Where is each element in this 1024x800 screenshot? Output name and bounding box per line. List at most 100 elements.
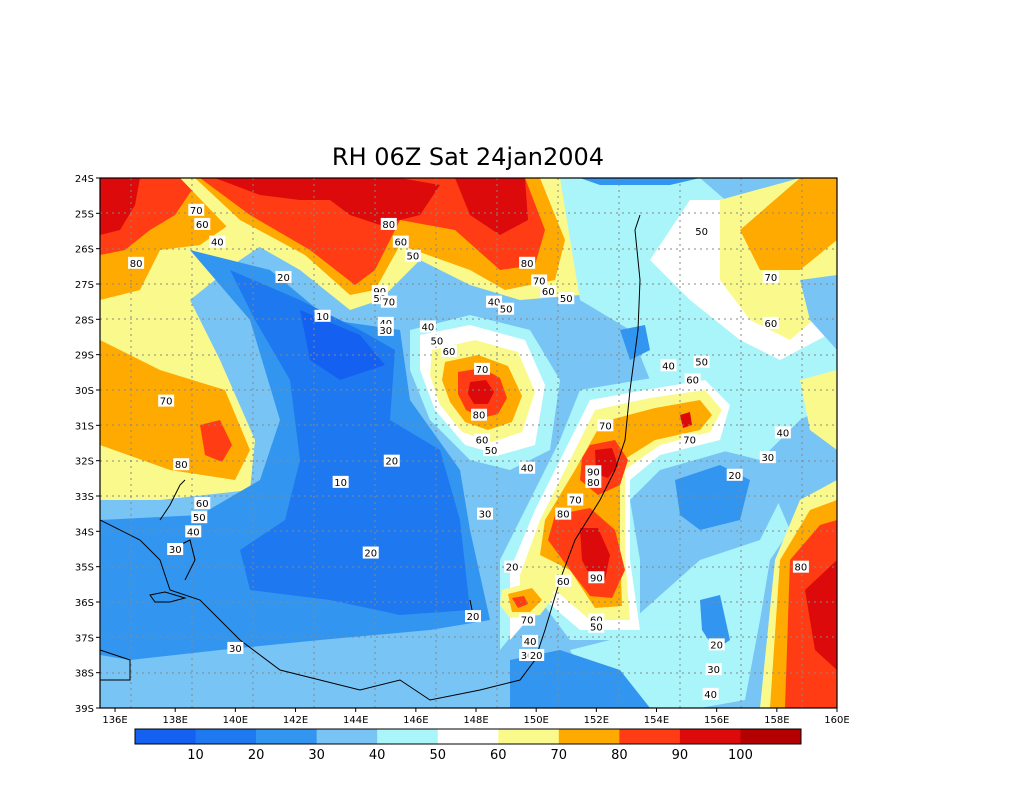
coastline (100, 214, 641, 701)
lon-tick-label: 152E (584, 715, 609, 726)
contour-label: 30 (759, 451, 776, 464)
contour-label: 70 (597, 419, 614, 432)
contour-label-text: 40 (521, 464, 534, 475)
contour-label-text: 30 (229, 644, 242, 655)
contour-label-bg (392, 235, 409, 248)
contour-label-bg (555, 507, 572, 520)
contour-label: 20 (726, 468, 743, 482)
contour-label-bg (383, 454, 400, 467)
contour-label-bg (519, 613, 536, 626)
contour-label-bg (693, 225, 710, 237)
lon-grid-lines (130, 178, 803, 708)
lat-tick-label: 27S (75, 280, 94, 291)
contour-label-bg (558, 292, 575, 305)
colorbar-label: 70 (551, 748, 568, 763)
contour-label: 50 (191, 511, 208, 524)
colorbar-label: 40 (369, 748, 386, 763)
contour-label: 10 (314, 309, 331, 323)
contour-label: 70 (567, 493, 584, 507)
contour-label-text: 50 (193, 513, 206, 524)
contour-label: 50 (498, 302, 515, 316)
contour-label: 50 (693, 225, 710, 238)
contour-label-text: 20 (364, 549, 377, 560)
lat-tick-label: 33S (75, 492, 94, 503)
colorbar: 10 20 30 40 50 60 70 80 90 100 (134, 728, 802, 763)
fill-ne-blue (580, 178, 700, 185)
contour-label-bg (660, 359, 677, 372)
contour-label-text: 70 (533, 276, 546, 287)
contour-label: 60 (194, 497, 211, 510)
contour-label: 50 (588, 620, 605, 634)
colorbar-swatch-b10 (195, 729, 257, 744)
contour-label-bg (380, 217, 397, 230)
contour-label-bg (128, 256, 145, 269)
fill-west-80b (200, 420, 232, 462)
contour-label-text: 50 (431, 337, 444, 348)
fill-east-20b (700, 595, 730, 650)
contour-label-text: 50 (485, 446, 498, 457)
contour-label: 10 (332, 475, 349, 489)
contour-labels: 7060408020108060509050704030405060708060… (128, 203, 809, 701)
contour-label-bg (528, 649, 545, 661)
contour-label-text: 40 (422, 322, 435, 333)
contour-label-text: 70 (476, 365, 489, 376)
colorbar-label: 20 (248, 748, 265, 763)
lon-tick-labels: 136E 138E 140E 142E 144E 146E 148E 150E 152E 154E… (102, 708, 850, 726)
blob-c-90 (468, 380, 494, 404)
lon-tick-label: 154E (644, 715, 669, 726)
contour-label-text: 20 (728, 471, 741, 482)
contour-label-bg (519, 461, 536, 474)
colorbar-label: 80 (611, 748, 628, 763)
blob-e-90c (680, 412, 692, 428)
contour-label-text: 50 (373, 294, 386, 305)
colorbar-label: 30 (308, 748, 325, 763)
contour-label: 60 (762, 316, 779, 330)
contour-label-text: 60 (196, 220, 209, 231)
contour-label: 70 (762, 270, 779, 284)
contour-label-text: 80 (130, 259, 143, 270)
contour-label-text: 50 (590, 623, 603, 634)
contour-label-bg (693, 355, 710, 368)
lat-tick-label: 39S (75, 704, 94, 715)
lat-tick-label: 35S (75, 563, 94, 574)
contour-label-text: 40 (704, 690, 717, 701)
contour-label-text: 60 (443, 347, 456, 358)
contour-label: 60 (440, 345, 457, 358)
contour-label-bg (762, 270, 779, 283)
contour-label-bg (726, 468, 743, 481)
fill-central-10 (230, 270, 470, 615)
contour-label: 70 (158, 394, 175, 408)
colorbar-label: 60 (490, 748, 507, 763)
colorbar-swatch-b20 (256, 729, 318, 744)
contour-label-bg (380, 295, 397, 308)
fill-se-90 (805, 560, 837, 670)
fill-south-30 (205, 640, 500, 708)
lon-tick-label: 138E (163, 715, 188, 726)
contour-label-bg (209, 235, 226, 248)
lon-tick-label: 146E (403, 715, 428, 726)
contour-label: 80 (128, 256, 145, 270)
lon-tick-label: 160E (824, 715, 849, 726)
contour-label: 20 (362, 546, 379, 560)
lon-tick-label: 148E (463, 715, 488, 726)
contour-label-text: 60 (542, 287, 555, 298)
contour-label-bg (194, 497, 211, 510)
colorbar-swatch-b100 (740, 729, 802, 744)
contour-label-text: 50 (695, 227, 708, 238)
contour-label: 20 (708, 638, 725, 651)
lon-tick-label: 156E (704, 715, 729, 726)
contour-label-bg (774, 426, 791, 439)
contour-label: 40 (486, 295, 503, 309)
fill-e-blue (620, 325, 650, 360)
contour-label-text: 20 (277, 273, 290, 284)
contour-label: 30 (377, 323, 394, 337)
contour-label-bg (474, 362, 491, 375)
contour-label-text: 60 (686, 375, 699, 386)
colorbar-swatch-b40 (377, 729, 439, 744)
contour-label-bg (275, 270, 292, 283)
lat-tick-label: 37S (75, 633, 94, 644)
contour-label-bg (588, 571, 605, 584)
contour-label-bg (759, 451, 776, 464)
contour-label-text: 80 (557, 510, 570, 521)
contour-label-bg (185, 525, 202, 538)
